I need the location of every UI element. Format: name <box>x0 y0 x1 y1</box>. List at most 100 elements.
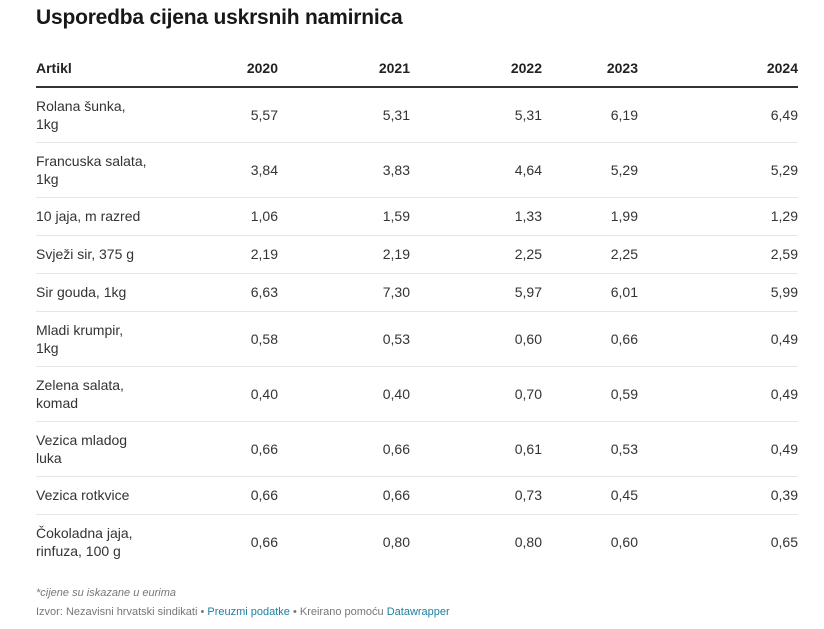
row-label-line: 1kg <box>36 170 59 187</box>
table-body: Rolana šunka, 1kg 5,57 5,31 5,31 6,19 6,49 Fran… <box>36 87 798 569</box>
row-label-line: Francuska salata, <box>36 152 147 169</box>
row-label-line: Svježi sir, 375 g <box>36 246 135 262</box>
table-row: 10 jaja, m razred 1,06 1,59 1,33 1,99 1,29 <box>36 197 798 236</box>
row-label-line: Vezica mladog <box>36 431 128 448</box>
row-label: Čokoladna jaja, rinfuza, 100 g <box>36 514 166 569</box>
table-row: Vezica rotkvice 0,66 0,66 0,73 0,45 0,39 <box>36 476 798 515</box>
column-header-2020[interactable]: 2020 <box>166 50 278 88</box>
row-label: 10 jaja, m razred <box>36 197 166 236</box>
cell-value-2022: 1,33 <box>410 197 542 236</box>
cell-value-2021: 0,66 <box>278 421 410 477</box>
row-label-line: Čokoladna jaja, <box>36 524 133 541</box>
table-row: Zelena salata, komad 0,40 0,40 0,70 0,59 0,49 <box>36 366 798 422</box>
row-label: Mladi krumpir, 1kg <box>36 311 166 367</box>
row-label: Zelena salata, komad <box>36 366 166 422</box>
cell-value-2022: 5,31 <box>410 87 542 143</box>
cell-value-2022: 0,80 <box>514 533 542 550</box>
cell-value-2020: 0,40 <box>166 366 278 422</box>
cell-value-2020: 0,58 <box>166 311 278 367</box>
cell-value-2022: 0,73 <box>410 476 542 515</box>
row-label-line: 10 jaja, m razred <box>36 208 141 224</box>
cell-value-2023: 0,66 <box>542 311 638 367</box>
row-label-line: rinfuza, 100 g <box>36 542 121 559</box>
row-label: Sir gouda, 1kg <box>36 273 166 312</box>
table-row: Vezica mladog luka 0,66 0,66 0,61 0,53 0,49 <box>36 421 798 477</box>
cell-value-2023: 0,45 <box>542 476 638 515</box>
column-header-artikl[interactable]: Artikl <box>36 50 166 88</box>
cell-value-2024: 6,49 <box>638 87 798 143</box>
price-table: Artikl 2020 2021 2022 2023 2024 Rolana š… <box>36 50 798 569</box>
cell-value-2024: 5,99 <box>638 273 798 312</box>
cell-value-2023: 0,60 <box>610 533 638 550</box>
download-data-link[interactable]: Preuzmi podatke <box>207 606 290 618</box>
cell-value-2024: 0,49 <box>638 421 798 477</box>
table-row: Čokoladna jaja, rinfuza, 100 g 0,66 0,80 0,8… <box>36 514 798 569</box>
cell-value-2021: 0,53 <box>278 311 410 367</box>
cell-value-2020: 0,66 <box>250 533 278 550</box>
cell-value-2024: 0,49 <box>638 366 798 422</box>
cell-value-2024: 0,39 <box>638 476 798 515</box>
cell-value-2021: 2,19 <box>278 235 410 274</box>
separator: • <box>289 606 300 618</box>
row-label-line: Zelena salata, <box>36 376 124 393</box>
row-label: Svježi sir, 375 g <box>36 235 166 274</box>
column-header-2023[interactable]: 2023 <box>542 50 638 88</box>
row-label-line: luka <box>36 449 62 466</box>
page-title: Usporedba cijena uskrsnih namirnica <box>36 6 403 29</box>
cell-value-2020: 0,66 <box>166 476 278 515</box>
cell-value-2021: 0,66 <box>278 476 410 515</box>
source-text: Izvor: Nezavisni hrvatski sindikati <box>36 606 198 618</box>
cell-value-2020: 2,19 <box>166 235 278 274</box>
cell-value-2021: 1,59 <box>278 197 410 236</box>
cell-value-2021: 0,80 <box>382 533 410 550</box>
table-row: Sir gouda, 1kg 6,63 7,30 5,97 6,01 5,99 <box>36 273 798 312</box>
created-with-text: Kreirano pomoću <box>299 606 384 618</box>
cell-value-2022: 5,97 <box>410 273 542 312</box>
cell-value-2020: 3,84 <box>166 142 278 198</box>
row-label-line: Mladi krumpir, <box>36 321 124 338</box>
cell-value-2022: 0,61 <box>410 421 542 477</box>
column-header-2024[interactable]: 2024 <box>638 50 798 88</box>
header-row: Artikl 2020 2021 2022 2023 2024 <box>36 50 798 88</box>
cell-value-2024: 5,29 <box>638 142 798 198</box>
cell-value-2024: 0,65 <box>770 533 798 550</box>
row-label: Vezica mladog luka <box>36 421 166 477</box>
cell-value-2020: 6,63 <box>166 273 278 312</box>
table-row: Francuska salata, 1kg 3,84 3,83 4,64 5,29 5,29 <box>36 142 798 198</box>
table-row: Svježi sir, 375 g 2,19 2,19 2,25 2,25 2,59 <box>36 235 798 274</box>
table-row: Mladi krumpir, 1kg 0,58 0,53 0,60 0,66 0,49 <box>36 311 798 367</box>
row-label-line: komad <box>36 394 79 411</box>
cell-value-2020: 5,57 <box>166 87 278 143</box>
cell-value-2020: 1,06 <box>166 197 278 236</box>
row-label: Vezica rotkvice <box>36 476 166 515</box>
row-label-line: Rolana šunka, <box>36 97 126 114</box>
cell-value-2022: 0,70 <box>410 366 542 422</box>
cell-value-2022: 0,60 <box>410 311 542 367</box>
column-header-2021[interactable]: 2021 <box>278 50 410 88</box>
cell-value-2023: 2,25 <box>542 235 638 274</box>
row-label: Francuska salata, 1kg <box>36 142 166 198</box>
footnote: *cijene su iskazane u eurima <box>36 587 177 599</box>
cell-value-2022: 4,64 <box>410 142 542 198</box>
row-label: Rolana šunka, 1kg <box>36 87 166 143</box>
cell-value-2021: 5,31 <box>278 87 410 143</box>
cell-value-2023: 0,59 <box>542 366 638 422</box>
cell-value-2024: 1,29 <box>638 197 798 236</box>
row-label-line: 1kg <box>36 115 59 132</box>
cell-value-2021: 7,30 <box>278 273 410 312</box>
source-line: Izvor: Nezavisni hrvatski sindikati • Pr… <box>36 606 450 618</box>
cell-value-2024: 2,59 <box>638 235 798 274</box>
datawrapper-link[interactable]: Datawrapper <box>386 606 450 618</box>
row-label-line: Sir gouda, 1kg <box>36 284 127 300</box>
cell-value-2021: 0,40 <box>278 366 410 422</box>
table-row: Rolana šunka, 1kg 5,57 5,31 5,31 6,19 6,49 <box>36 87 798 143</box>
cell-value-2023: 6,01 <box>542 273 638 312</box>
cell-value-2023: 5,29 <box>542 142 638 198</box>
cell-value-2021: 3,83 <box>278 142 410 198</box>
cell-value-2023: 1,99 <box>542 197 638 236</box>
row-label-line: 1kg <box>36 339 59 356</box>
cell-value-2024: 0,49 <box>638 311 798 367</box>
column-header-2022[interactable]: 2022 <box>410 50 542 88</box>
cell-value-2023: 0,53 <box>542 421 638 477</box>
cell-value-2022: 2,25 <box>410 235 542 274</box>
